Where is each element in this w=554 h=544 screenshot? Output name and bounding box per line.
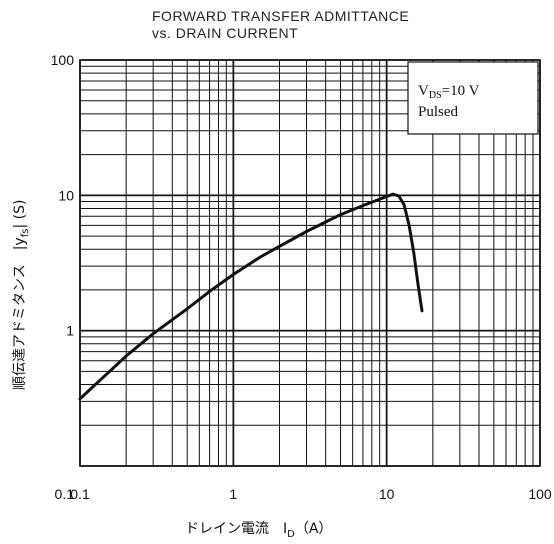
- x-tick-label: 10: [379, 486, 395, 502]
- chart-title-line1: FORWARD TRANSFER ADMITTANCE: [152, 8, 410, 24]
- chart-title-line2: vs. DRAIN CURRENT: [152, 25, 299, 41]
- x-axis-label: ドレイン電流 ID（A）: [185, 521, 332, 540]
- legend-pulsed: Pulsed: [418, 104, 459, 120]
- y-tick-label: 100: [51, 52, 75, 68]
- y-tick-label: 1: [66, 323, 74, 339]
- legend-vds-rest: =10 V: [442, 83, 480, 99]
- legend-box: VDS=10 V Pulsed: [407, 61, 539, 135]
- y-axis-label-main: 順伝達アドミタンス |y: [12, 237, 28, 390]
- y-tick-label: 0.1: [55, 486, 75, 502]
- x-axis-label-main: ドレイン電流 I: [185, 521, 287, 537]
- x-tick-label: 1: [229, 486, 237, 502]
- y-tick-label: 10: [58, 187, 74, 203]
- series-line: [78, 192, 424, 401]
- tick-labels: 0.1 1 10 100 100 10 1 0.1: [51, 52, 552, 502]
- legend-vds-main: V: [418, 83, 429, 99]
- legend-vds-sub: DS: [429, 90, 442, 101]
- x-axis-label-unit: （A）: [295, 521, 333, 537]
- x-tick-label: 100: [528, 486, 552, 502]
- plot-frame: [79, 59, 541, 467]
- legend-frame: [407, 61, 539, 135]
- x-axis-label-sub: D: [287, 529, 295, 540]
- y-axis-label-unit: | (S): [12, 200, 28, 229]
- legend-vds: VDS=10 V: [418, 83, 480, 101]
- y-axis-label-sub: fs: [20, 229, 31, 238]
- y-axis-label: 順伝達アドミタンス |yfs| (S): [12, 200, 31, 390]
- x-tick-label: 0.1: [70, 486, 90, 502]
